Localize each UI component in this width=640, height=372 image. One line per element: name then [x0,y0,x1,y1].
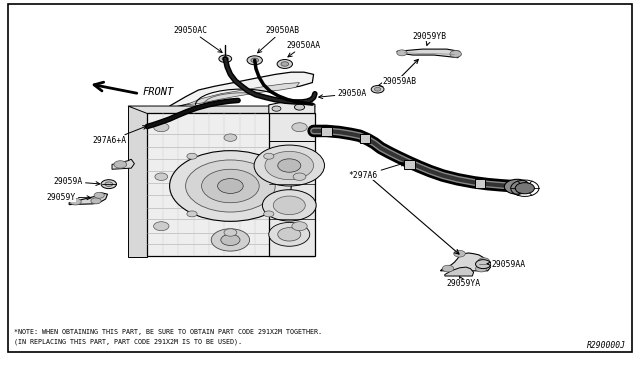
Polygon shape [397,49,461,58]
Circle shape [221,234,240,246]
Polygon shape [269,100,315,113]
Circle shape [264,211,274,217]
Text: FRONT: FRONT [142,87,173,97]
Polygon shape [128,106,147,257]
Circle shape [272,106,281,111]
Circle shape [254,145,324,186]
Circle shape [105,182,113,186]
Text: 29059AA: 29059AA [487,260,525,269]
Circle shape [515,183,534,194]
Text: 29059Y: 29059Y [46,193,91,202]
Text: (IN REPLACING THIS PART, PART CODE 291X2M IS TO BE USED).: (IN REPLACING THIS PART, PART CODE 291X2… [14,338,242,345]
Circle shape [70,198,81,205]
Circle shape [292,123,307,132]
Text: 29059A: 29059A [53,177,100,186]
Text: 29059YB: 29059YB [413,32,447,45]
Circle shape [101,180,116,189]
Circle shape [170,151,291,221]
Circle shape [154,222,169,231]
Circle shape [269,222,310,246]
Text: 297A6+A: 297A6+A [93,126,147,145]
Circle shape [186,160,275,212]
Circle shape [397,50,407,56]
Circle shape [278,159,301,172]
Circle shape [273,196,305,215]
Circle shape [222,57,228,61]
Circle shape [374,87,381,91]
Polygon shape [440,253,492,271]
Polygon shape [147,113,314,256]
Text: 29050A: 29050A [319,89,367,99]
Circle shape [202,169,259,203]
Circle shape [292,222,307,231]
Circle shape [478,258,490,264]
Bar [404,160,415,169]
Circle shape [294,104,305,110]
Text: 29050AB: 29050AB [258,26,300,53]
Circle shape [264,153,274,159]
Circle shape [278,228,301,241]
Circle shape [450,51,461,57]
Circle shape [277,60,292,68]
Circle shape [91,198,101,204]
Circle shape [114,161,127,168]
Circle shape [247,56,262,65]
Text: 29059YA: 29059YA [447,276,481,288]
Polygon shape [69,193,108,205]
Circle shape [211,229,250,251]
Text: 29050AC: 29050AC [174,26,222,52]
Circle shape [251,58,259,62]
Circle shape [224,229,237,236]
Circle shape [187,153,197,159]
Polygon shape [112,159,134,169]
Circle shape [476,260,491,269]
Circle shape [504,179,530,194]
Circle shape [94,192,104,198]
Bar [475,179,485,188]
Circle shape [281,62,289,66]
Polygon shape [269,113,315,256]
Polygon shape [186,83,300,105]
Text: 29050AA: 29050AA [287,41,321,57]
Circle shape [154,123,169,132]
Circle shape [262,190,316,221]
Circle shape [476,265,487,272]
Text: 29059AB: 29059AB [379,77,417,86]
Circle shape [218,179,243,193]
Circle shape [442,265,454,272]
Circle shape [371,86,384,93]
Text: R290000J: R290000J [587,341,626,350]
Circle shape [293,173,306,180]
Text: *297A6: *297A6 [349,162,404,180]
Polygon shape [170,72,314,108]
Circle shape [454,250,465,257]
Circle shape [187,211,197,217]
Circle shape [265,151,314,180]
Polygon shape [128,106,315,257]
Circle shape [224,134,237,141]
Circle shape [155,173,168,180]
Polygon shape [445,267,474,276]
Circle shape [219,55,232,62]
Text: *NOTE: WHEN OBTAINING THIS PART, BE SURE TO OBTAIN PART CODE 291X2M TOGETHER.: *NOTE: WHEN OBTAINING THIS PART, BE SURE… [14,329,322,335]
Polygon shape [128,106,315,113]
Bar [360,134,370,143]
Bar [321,127,332,136]
